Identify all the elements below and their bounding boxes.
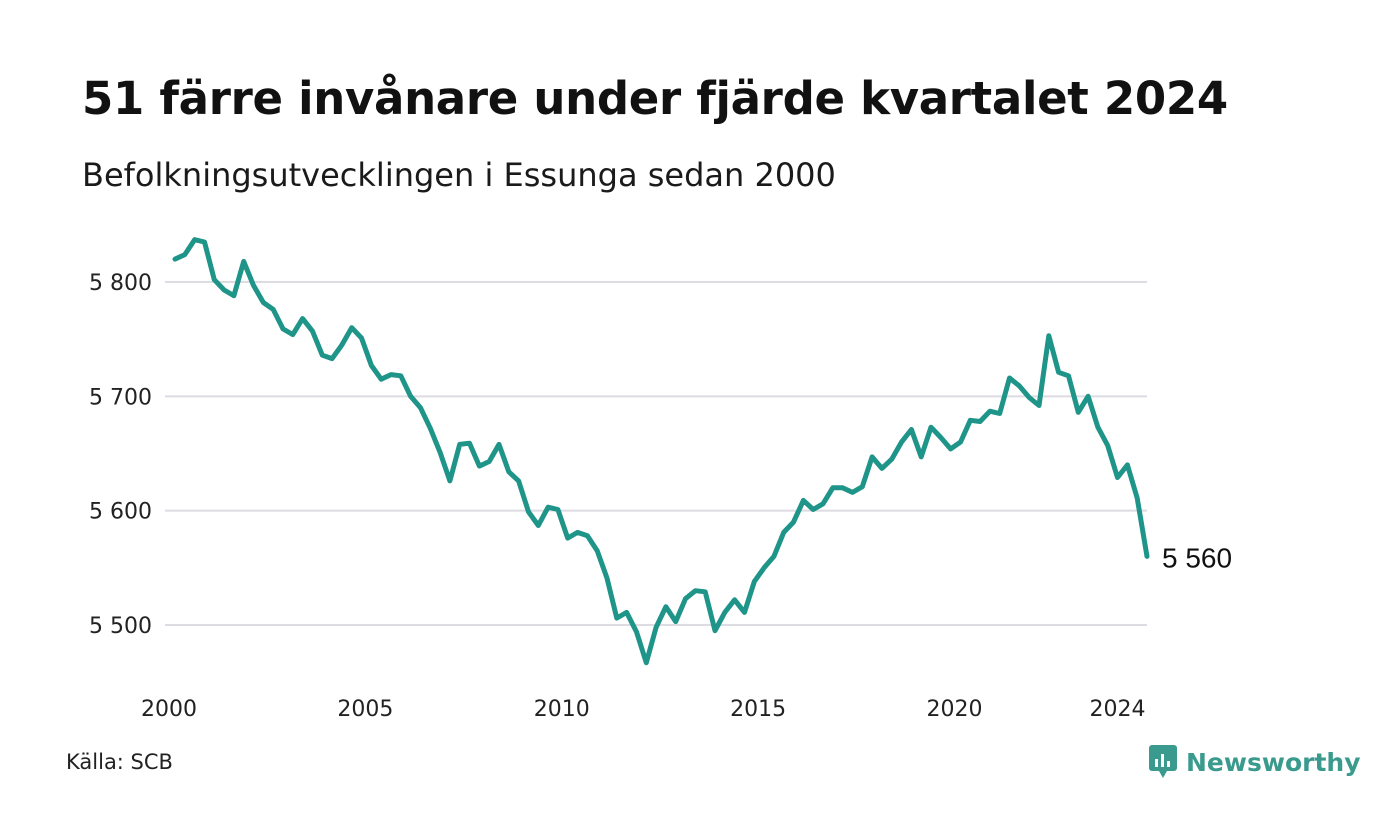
y-tick-label: 5 600: [89, 500, 152, 525]
newsworthy-logo-icon: [1149, 745, 1177, 778]
x-axis-ticks: 2000 2005 2010 2015 2020 2024: [141, 697, 1146, 722]
series-layer: [172, 237, 1150, 666]
end-label-layer: 5 560: [1162, 542, 1232, 573]
x-tick-label: 2015: [730, 697, 786, 722]
y-axis-ticks: 5 500 5 600 5 700 5 800: [89, 271, 152, 639]
source-note: Källa: SCB: [66, 750, 173, 774]
brand-logo[interactable]: Newsworthy: [1148, 744, 1361, 780]
x-tick-label: 2024: [1090, 697, 1146, 722]
brand-name: Newsworthy: [1186, 747, 1361, 777]
population-line: [172, 237, 1150, 666]
y-tick-label: 5 700: [89, 385, 152, 410]
end-value-label: 5 560: [1162, 542, 1232, 573]
y-tick-label: 5 500: [89, 614, 152, 639]
x-tick-label: 2010: [534, 697, 590, 722]
x-tick-label: 2005: [337, 697, 393, 722]
x-tick-label: 2000: [141, 697, 197, 722]
chart-subtitle: Befolkningsutvecklingen i Essunga sedan …: [82, 156, 836, 194]
x-tick-label: 2020: [926, 697, 982, 722]
chart-title: 51 färre invånare under fjärde kvartalet…: [82, 72, 1228, 125]
y-tick-label: 5 800: [89, 271, 152, 296]
